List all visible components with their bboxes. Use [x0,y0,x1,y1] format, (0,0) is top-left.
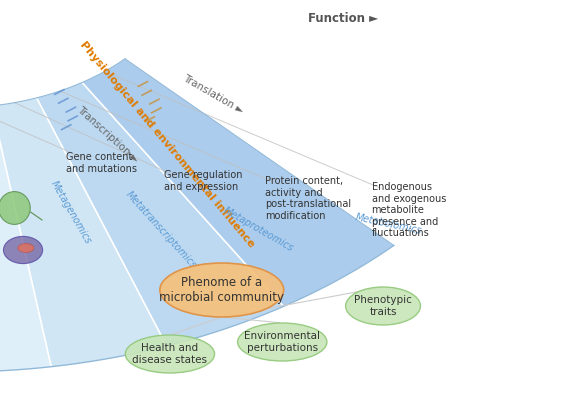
Text: Metabolomics: Metabolomics [354,212,423,236]
Text: Physiological and environmental influence: Physiological and environmental influenc… [78,40,256,249]
Ellipse shape [3,236,43,264]
Text: Gene regulation
and expression: Gene regulation and expression [164,170,242,192]
Text: Phenome of a
microbial community: Phenome of a microbial community [159,276,285,304]
Text: Endogenous
and exogenous
metabolite
presence and
fluctuations: Endogenous and exogenous metabolite pres… [372,182,446,238]
Text: Translation ►: Translation ► [181,73,245,116]
Text: Metaproteomics: Metaproteomics [222,205,295,254]
Text: Protein content,
activity and
post-translational
modification: Protein content, activity and post-trans… [265,176,351,221]
PathPatch shape [0,106,51,372]
Text: Gene content
and mutations: Gene content and mutations [66,152,137,174]
PathPatch shape [82,59,394,306]
Text: Health and
disease states: Health and disease states [132,343,207,365]
Ellipse shape [125,335,214,373]
PathPatch shape [0,98,166,367]
PathPatch shape [37,82,283,346]
Ellipse shape [0,192,31,224]
Text: Metagenomics: Metagenomics [49,179,93,246]
Text: Environmental
perturbations: Environmental perturbations [244,331,320,353]
Ellipse shape [346,287,420,325]
Ellipse shape [160,263,283,317]
Ellipse shape [238,323,327,361]
Text: Transcription ►: Transcription ► [75,104,140,165]
Ellipse shape [18,244,34,252]
Text: Phenotypic
traits: Phenotypic traits [354,295,412,317]
Text: Function ►: Function ► [308,12,378,24]
Text: Metatranscriptomics: Metatranscriptomics [124,189,199,270]
